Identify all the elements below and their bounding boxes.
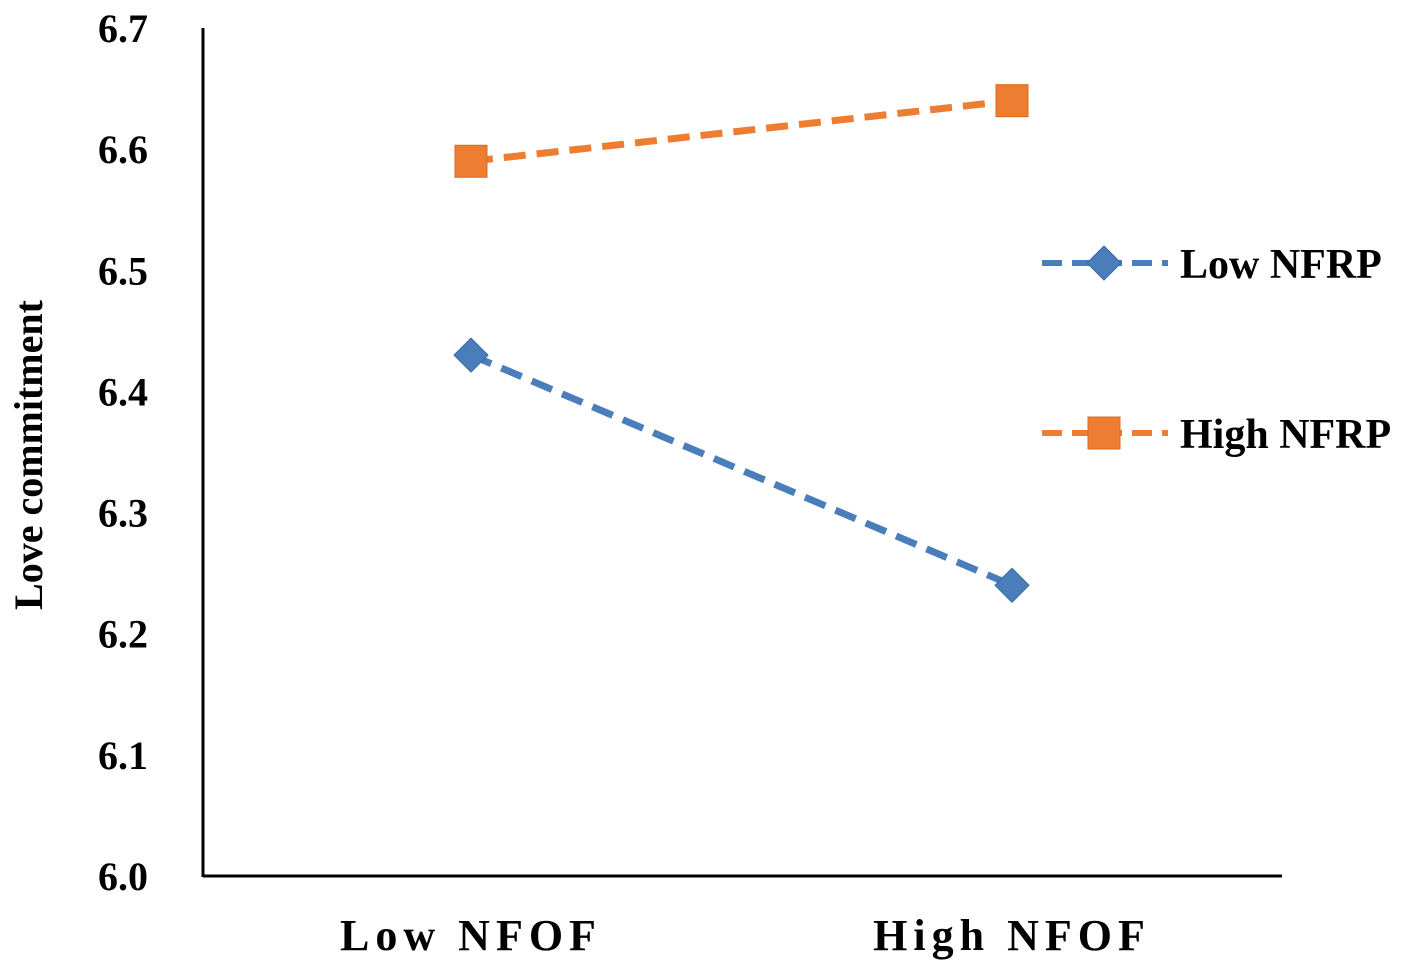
series-line: [470, 97, 1013, 165]
series-layer: [453, 84, 1030, 603]
series-high-nfrp: [454, 84, 1029, 178]
y-tick-label: 6.4: [98, 369, 148, 414]
x-axis-categories: Low NFOF High NFOF: [340, 911, 1151, 960]
x-category-label: Low NFOF: [340, 911, 602, 960]
legend: Low NFRP High NFRP: [1042, 242, 1391, 458]
series-line: [469, 351, 1014, 589]
data-point: [454, 144, 488, 178]
legend-marker: [1087, 416, 1121, 450]
y-tick-label: 6.3: [98, 491, 148, 536]
y-tick-label: 6.7: [98, 6, 148, 51]
data-point: [453, 337, 489, 373]
series-low-nfrp: [453, 337, 1030, 603]
data-point: [994, 567, 1030, 603]
y-tick-label: 6.1: [98, 733, 148, 778]
y-tick-label: 6.2: [98, 612, 148, 657]
y-tick-label: 6.0: [98, 854, 148, 899]
y-axis-ticks: 6.0 6.1 6.2 6.3 6.4 6.5 6.6 6.7: [98, 6, 148, 899]
x-category-label: High NFOF: [873, 911, 1151, 960]
data-point: [995, 84, 1029, 118]
legend-item: Low NFRP: [1042, 242, 1382, 288]
legend-item: High NFRP: [1042, 412, 1391, 458]
y-axis-title: Love commitment: [6, 299, 51, 610]
y-tick-label: 6.6: [98, 127, 148, 172]
y-tick-label: 6.5: [98, 248, 148, 293]
legend-marker: [1086, 245, 1122, 281]
legend-label: Low NFRP: [1180, 242, 1382, 288]
legend-label: High NFRP: [1180, 412, 1391, 458]
